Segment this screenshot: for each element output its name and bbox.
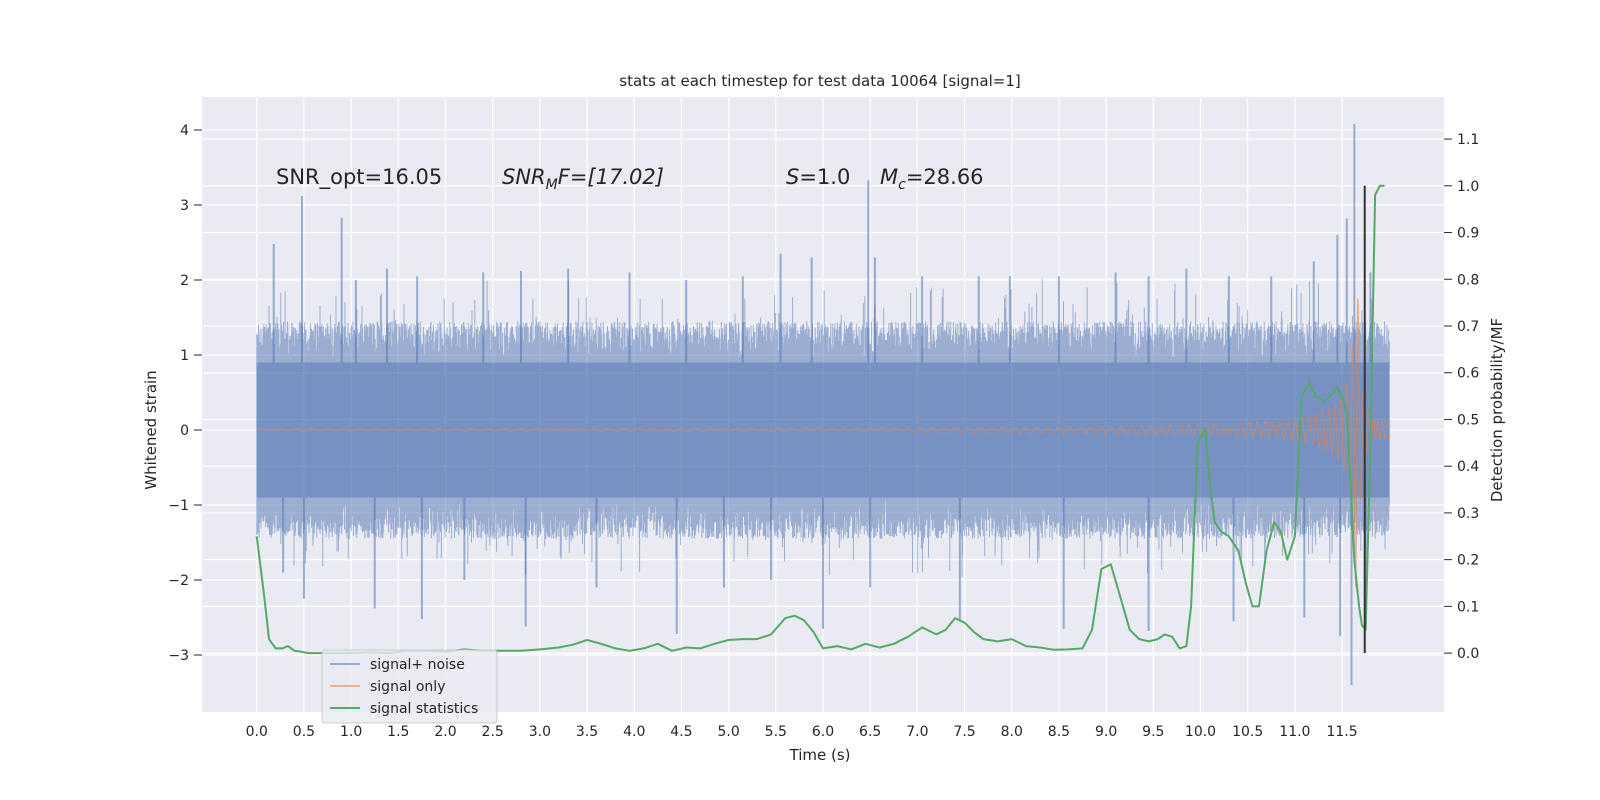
x-tick-label: 9.0 [1095,724,1117,740]
x-tick-label: 1.0 [340,724,362,740]
y2-tick-label: 0.5 [1457,412,1479,428]
legend-label-signal-only: signal only [370,679,445,695]
y2-tick-label: 0.6 [1457,366,1479,382]
x-tick-label: 6.0 [812,724,834,740]
y2-axis-label: Detection probability/MF [1488,318,1506,502]
annotation-snr-mf-prefix: SNR [502,165,546,189]
annotation-mc-sub: c [898,177,906,193]
y2-tick-label: 0.9 [1457,226,1479,242]
y-axis-label: Whitened strain [142,370,160,489]
annotation-s-sym: S [786,165,799,189]
chart-title: stats at each timestep for test data 100… [619,72,1020,90]
x-tick-label: 8.5 [1048,724,1070,740]
x-tick-label: 10.5 [1232,724,1263,740]
annotation-s-val: =1.0 [799,165,850,189]
x-tick-label: 7.0 [906,724,928,740]
y-axis-left: −3 −2 −1 0 1 2 3 4 [168,123,202,664]
x-tick-label: 4.5 [670,724,692,740]
x-axis-label: Time (s) [789,746,851,764]
annotation-s: S=1.0 [786,165,850,189]
legend-label-signal-statistics: signal statistics [370,701,478,717]
legend-label-signal-noise: signal+ noise [370,657,465,673]
x-tick-label: 4.0 [623,724,645,740]
annotation-mc-val: =28.66 [906,165,984,189]
y-tick-label: 0 [180,423,189,439]
legend-box [321,649,498,724]
x-tick-label: 11.5 [1326,724,1357,740]
y2-tick-label: 0.0 [1457,646,1479,662]
x-tick-label: 7.5 [953,724,975,740]
y2-tick-label: 1.1 [1457,132,1479,148]
x-tick-label: 0.0 [246,724,268,740]
x-tick-label: 5.0 [717,724,739,740]
annotation-snr-mf: SNRMF=[17.02] [502,165,664,193]
x-tick-label: 9.5 [1142,724,1164,740]
y-tick-label: −2 [168,573,189,589]
x-axis: 0.0 0.5 1.0 1.5 2.0 2.5 3.0 3.5 4.0 4.5 5.0 5.5 6.0 6… [246,724,1358,740]
y2-tick-label: 0.7 [1457,319,1479,335]
signal-noise-core [256,362,1390,498]
y-tick-label: 3 [180,198,189,214]
x-tick-label: 5.5 [765,724,787,740]
x-tick-label: 10.0 [1185,724,1216,740]
annotation-snr-mf-sub: M [546,177,558,193]
x-tick-label: 2.5 [482,724,504,740]
signal-only-trace [256,298,1390,588]
x-tick-label: 0.5 [293,724,315,740]
legend: signal+ noise signal only signal statist… [321,649,498,724]
series-signal-only [256,298,1390,588]
annotation-snr-mf-suffix: F=[17.02] [558,165,664,189]
x-tick-label: 8.0 [1001,724,1023,740]
y2-tick-label: 0.3 [1457,506,1479,522]
y2-tick-label: 0.2 [1457,553,1479,569]
y-tick-label: −1 [168,498,189,514]
y2-tick-label: 0.4 [1457,459,1479,475]
x-tick-label: 1.5 [387,724,409,740]
y2-tick-label: 1.0 [1457,179,1479,195]
y2-tick-label: 0.1 [1457,599,1479,615]
annotation-mc-sym: M [880,165,898,189]
x-tick-label: 6.5 [859,724,881,740]
x-tick-label: 3.5 [576,724,598,740]
y-tick-label: −3 [168,648,189,664]
y-tick-label: 4 [180,123,189,139]
y-tick-label: 1 [180,348,189,364]
annotation-snr-opt: SNR_opt=16.05 [276,165,442,190]
x-tick-label: 3.0 [529,724,551,740]
x-tick-label: 11.0 [1279,724,1310,740]
y-tick-label: 2 [180,273,189,289]
y-axis-right: 0.0 0.1 0.2 0.3 0.4 0.5 0.6 0.7 0.8 0.9 1.0 1.1 [1444,132,1479,662]
y2-tick-label: 0.8 [1457,272,1479,288]
annotation-mc: Mc=28.66 [880,165,984,193]
x-tick-label: 2.0 [434,724,456,740]
